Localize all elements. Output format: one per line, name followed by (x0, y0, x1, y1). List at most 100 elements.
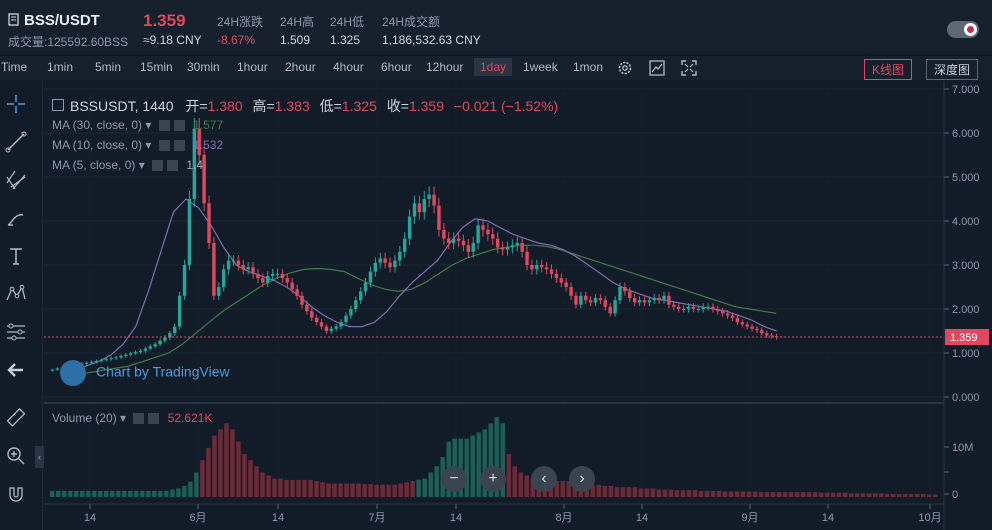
tf-2hour[interactable]: 2hour (285, 60, 316, 74)
time-axis: 14 6月 14 7月 14 8月 14 9月 14 10月 (84, 504, 942, 524)
ma30-settings-icon[interactable] (158, 120, 170, 131)
volume-bar (68, 490, 73, 497)
tf-1week[interactable]: 1week (523, 60, 558, 74)
volume-bar (392, 484, 397, 497)
volume-bar (152, 490, 157, 497)
candle-up (89, 361, 94, 363)
tf-6hour[interactable]: 6hour (381, 60, 412, 74)
tf-1hour[interactable]: 1hour (237, 60, 268, 74)
tf-5min[interactable]: 5min (95, 60, 122, 74)
tf-4hour[interactable]: 4hour (333, 60, 364, 74)
ruler-icon[interactable] (5, 407, 27, 429)
text-tool-icon[interactable] (5, 245, 27, 267)
ma5-legend[interactable]: MA (5, close, 0) ▾ 1.4 (52, 158, 204, 172)
volume-bar (794, 492, 800, 497)
x-tick-label: 8月 (555, 512, 572, 524)
candle-down (486, 229, 490, 235)
candle-up (368, 271, 373, 283)
y-tick-label: 2.000 (952, 304, 980, 316)
fullscreen-icon[interactable] (681, 60, 697, 76)
tf-12hour[interactable]: 12hour (426, 60, 464, 74)
magnet-icon[interactable] (5, 483, 27, 505)
ma10-close-icon[interactable] (173, 140, 185, 151)
back-arrow-icon[interactable] (5, 359, 27, 381)
tf-15min[interactable]: 15min (140, 60, 173, 74)
ma10-legend[interactable]: MA (10, close, 0) ▾ 1.532 (52, 138, 224, 152)
candle-down (559, 278, 563, 283)
pair-title[interactable]: BSS/USDT (8, 12, 100, 29)
scroll-left-button[interactable]: ‹ (531, 466, 557, 492)
candle-down (632, 298, 637, 303)
theme-toggle[interactable] (947, 21, 979, 38)
volume-close-icon[interactable] (148, 413, 160, 424)
candle-up (344, 315, 348, 323)
ma5-settings-icon[interactable] (152, 160, 164, 171)
volume-bar (764, 492, 770, 497)
volume-settings-icon[interactable] (133, 413, 145, 424)
tf-time[interactable]: Time (1, 60, 28, 74)
volume-bar (380, 484, 385, 497)
volume-bar (398, 483, 403, 497)
candle-down (769, 335, 774, 337)
zoom-in-button[interactable]: + (480, 466, 506, 492)
depth-button[interactable]: 深度图 (926, 59, 979, 80)
volume-bar (122, 490, 127, 497)
y-tick-label: 0.000 (952, 392, 980, 404)
x-tick-label: 6月 (189, 512, 206, 524)
volume-bar (512, 466, 518, 497)
candle-up (153, 344, 157, 347)
price-chart[interactable]: 7.000 6.000 5.000 4.000 3.000 2.000 1.000 0.000… (44, 81, 992, 530)
volume-bar (884, 493, 890, 497)
candle-up (686, 306, 691, 309)
watermark-text: Chart by TradingView (96, 363, 230, 380)
volume-bar (788, 492, 794, 497)
indicator-icon[interactable] (649, 60, 665, 76)
cny-price: ≈9.18 CNY (143, 33, 202, 47)
timeframe-toolbar: Time 1min 5min 15min 30min 1hour 2hour 4… (0, 55, 992, 80)
trend-line-icon[interactable] (5, 131, 27, 153)
volume-bar (530, 478, 536, 497)
crosshair-icon[interactable] (5, 93, 27, 115)
volume-bar (170, 489, 175, 497)
zoom-in-icon[interactable] (5, 445, 27, 467)
volume-bar (848, 493, 854, 497)
candle-down (628, 291, 632, 298)
legend-collapse-icon[interactable] (52, 99, 64, 111)
fib-retracement-icon[interactable] (5, 169, 27, 191)
tradingview-watermark[interactable]: Chart by TradingView (60, 360, 230, 386)
ma10-settings-icon[interactable] (158, 140, 170, 151)
volume-legend[interactable]: Volume (20) ▾ 52.621K (52, 411, 213, 425)
candle-down (520, 243, 524, 252)
x-tick-label: 7月 (368, 512, 385, 524)
candle-up (192, 128, 197, 199)
volume-bar (734, 491, 740, 497)
candle-down (525, 251, 529, 265)
collapse-toolbar-button[interactable]: ‹ (35, 446, 44, 468)
stat-value-change: -8.67% (217, 33, 256, 47)
candle-down (432, 194, 436, 206)
tf-1min[interactable]: 1min (47, 60, 74, 74)
ma30-close-icon[interactable] (173, 120, 185, 131)
scroll-right-button[interactable]: › (569, 466, 595, 492)
legend-close-label: 收= (386, 98, 409, 114)
prediction-icon[interactable] (5, 321, 27, 343)
candle-down (598, 298, 603, 301)
candle-down (667, 295, 671, 305)
settings-gear-icon[interactable] (617, 60, 633, 76)
tf-30min[interactable]: 30min (187, 60, 220, 74)
ma30-legend[interactable]: MA (30, close, 0) ▾ 1.577 (52, 118, 224, 132)
kline-button[interactable]: K线图 (864, 59, 913, 80)
zoom-out-button[interactable]: − (441, 466, 467, 492)
y-tick-label: 7.000 (952, 84, 980, 96)
candle-up (177, 295, 182, 327)
ma30-line (60, 244, 777, 378)
volume-bar (560, 481, 566, 497)
tf-1mon[interactable]: 1mon (573, 60, 604, 74)
pattern-icon[interactable] (5, 283, 27, 305)
volume-bar (518, 472, 524, 497)
volume-bar (416, 479, 421, 497)
brush-icon[interactable] (5, 207, 27, 229)
ma5-close-icon[interactable] (167, 160, 179, 171)
tradingview-logo-icon (60, 360, 86, 386)
tf-1day[interactable]: 1day (474, 58, 513, 76)
